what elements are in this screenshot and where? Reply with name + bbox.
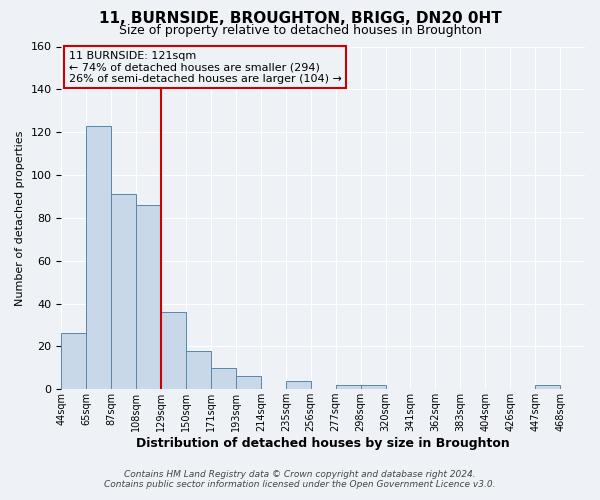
Text: 11, BURNSIDE, BROUGHTON, BRIGG, DN20 0HT: 11, BURNSIDE, BROUGHTON, BRIGG, DN20 0HT [98,11,502,26]
Bar [361,385,386,389]
Bar [111,194,136,389]
Y-axis label: Number of detached properties: Number of detached properties [15,130,25,306]
Text: 11 BURNSIDE: 121sqm
← 74% of detached houses are smaller (294)
26% of semi-detac: 11 BURNSIDE: 121sqm ← 74% of detached ho… [68,51,341,84]
Bar [236,376,261,389]
Bar [211,368,236,389]
Text: Contains HM Land Registry data © Crown copyright and database right 2024.
Contai: Contains HM Land Registry data © Crown c… [104,470,496,489]
Bar [186,350,211,389]
Bar [286,380,311,389]
Bar [535,385,560,389]
Bar [61,334,86,389]
Bar [161,312,186,389]
Bar [86,126,111,389]
Text: Size of property relative to detached houses in Broughton: Size of property relative to detached ho… [119,24,481,37]
X-axis label: Distribution of detached houses by size in Broughton: Distribution of detached houses by size … [136,437,510,450]
Bar [136,205,161,389]
Bar [335,385,361,389]
